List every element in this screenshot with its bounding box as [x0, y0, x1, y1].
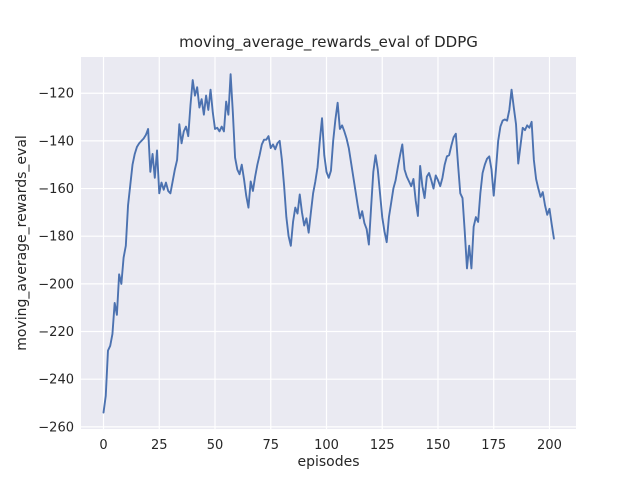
y-tick-label: −160: [38, 182, 74, 197]
x-tick-labels: 0 25 50 75 100 125 150 175 200: [99, 438, 562, 453]
chart-title: moving_average_rewards_eval of DDPG: [179, 33, 478, 52]
x-tick-label: 0: [99, 438, 107, 453]
x-tick-label: 175: [481, 438, 506, 453]
y-tick-label: −120: [38, 87, 74, 102]
x-tick-label: 50: [207, 438, 224, 453]
x-tick-label: 125: [370, 438, 395, 453]
y-tick-labels: −120 −140 −160 −180 −200 −220 −240 −260: [38, 87, 74, 436]
y-tick-label: −180: [38, 230, 74, 245]
y-tick-label: −220: [38, 325, 74, 340]
plot-area: [81, 57, 576, 429]
y-tick-label: −260: [38, 420, 74, 435]
y-tick-label: −200: [38, 277, 74, 292]
x-axis-label: episodes: [297, 454, 359, 470]
y-tick-label: −240: [38, 373, 74, 388]
x-tick-label: 75: [262, 438, 279, 453]
y-tick-label: −140: [38, 134, 74, 149]
x-tick-label: 200: [537, 438, 562, 453]
x-tick-label: 25: [151, 438, 168, 453]
x-tick-label: 100: [314, 438, 339, 453]
series-line-ddpg-rewards: [102, 73, 555, 414]
y-axis-label: moving_average_rewards_eval: [14, 135, 30, 351]
x-tick-label: 150: [426, 438, 451, 453]
